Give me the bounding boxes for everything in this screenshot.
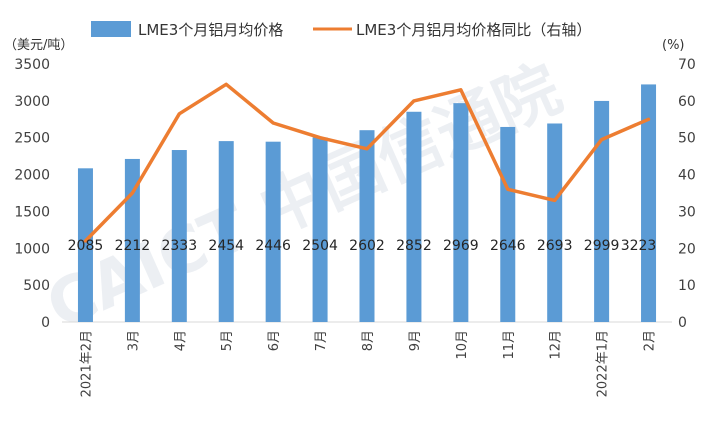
line-point [601,139,603,141]
line-series [83,82,651,243]
left-axis-tick-label: 3500 [14,57,50,73]
x-axis-tick-label: 9月 [408,330,423,351]
bar [547,123,563,322]
x-axis-tick-label: 5月 [220,330,235,351]
x-axis-tick-label: 7月 [314,330,329,351]
right-axis-tick-label: 50 [678,131,696,147]
left-axis-tick-label: 1000 [14,241,50,257]
legend-bar-label: LME3个月铝月均价格 [138,21,283,39]
bar [594,100,610,323]
line-point [225,83,227,85]
x-axis-tick-label: 3月 [126,330,141,351]
watermark: CAICT 中国信通院 [36,52,571,345]
data-labels: 2085 2212 2333 2454 2446 2504 2602 2852 2969 2646… [68,238,657,254]
left-axis-unit: （美元/吨） [4,38,73,53]
left-axis-tick-label: 2000 [14,168,50,184]
left-axis-tick-label: 2500 [14,131,50,147]
legend-line-label: LME3个月铝月均价格同比（右轴） [356,21,591,39]
line-point [413,100,415,102]
x-axis-tick-label: 6月 [267,330,282,351]
bar-value-label: 2085 [68,238,104,254]
left-axis-tick-label: 500 [23,278,50,294]
left-axis-tick-label: 0 [41,315,50,331]
bar-value-label: 2999 [584,238,620,254]
bar [500,126,516,323]
bar-value-label: 2646 [490,238,526,254]
bar-value-label: 2454 [208,238,244,254]
right-axis-tick-label: 30 [678,204,696,220]
x-axis-tick-label: 11月 [502,330,517,360]
bar-value-label: 2333 [161,238,197,254]
line-point [131,192,133,194]
line-point [84,240,86,242]
legend-bar-swatch [91,21,131,37]
bar-value-label: 2446 [255,238,291,254]
line-point [178,113,180,115]
bar [77,168,93,322]
left-axis-tick-label: 1500 [14,204,50,220]
x-axis-tick-label: 8月 [361,330,376,351]
bar-series [77,84,657,323]
bar [218,141,234,322]
bar-value-label: 2212 [115,238,151,254]
bar-value-label: 2504 [302,238,338,254]
right-axis-tick-label: 40 [678,168,696,184]
line-point [648,118,650,120]
bar [641,84,657,322]
bar [124,158,140,322]
left-axis-tick-label: 3000 [14,94,50,110]
line-point [554,199,556,201]
right-axis-tick-label: 20 [678,241,696,257]
bar [453,103,469,322]
line-point [507,188,509,190]
bar [171,150,187,322]
bar-value-label: 2852 [396,238,432,254]
bar-value-label: 3223 [621,238,657,254]
legend: LME3个月铝月均价格 LME3个月铝月均价格同比（右轴） [91,21,591,39]
bar [359,130,375,322]
line-point [460,89,462,91]
bar [312,137,328,322]
line-point [272,122,274,124]
line-point [319,137,321,139]
right-axis-ticks: 0 10 20 30 40 50 60 70 [678,57,696,331]
x-axis-tick-label: 10月 [455,330,470,360]
bar-value-label: 2969 [443,238,479,254]
bar [406,111,422,323]
x-axis-tick-label: 2021年2月 [79,330,94,397]
bar [265,141,281,322]
bar-value-label: 2602 [349,238,385,254]
x-axis-ticks: 2021年2月 3月 4月 5月 6月 7月 8月 9月 10月 11月 12月 2022年1月 2月 [79,330,657,397]
left-axis-ticks: 0 500 1000 1500 2000 2500 3000 3500 [14,57,50,331]
x-axis-tick-label: 2022年1月 [596,330,611,397]
line-point [366,148,368,150]
x-axis-tick-label: 12月 [549,330,564,360]
x-axis-tick-label: 2月 [643,330,658,351]
right-axis-tick-label: 70 [678,57,696,73]
right-axis-unit: (%) [662,38,685,53]
x-axis-tick-label: 4月 [173,330,188,351]
right-axis-tick-label: 60 [678,94,696,110]
right-axis-tick-label: 10 [678,278,696,294]
right-axis-tick-label: 0 [678,315,687,331]
bar-value-label: 2693 [537,238,573,254]
